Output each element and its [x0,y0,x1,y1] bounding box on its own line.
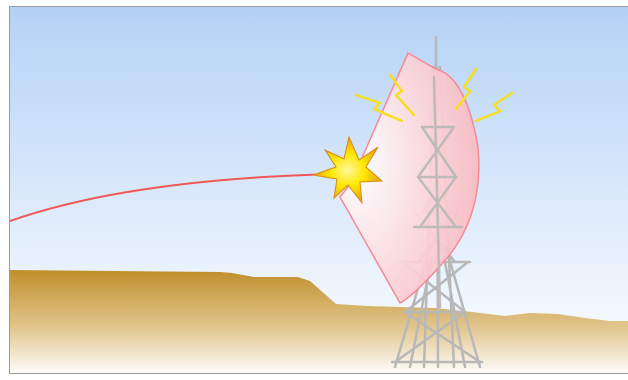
lightning-bolt-icon [474,91,514,123]
radar-dish [339,51,480,305]
lightning-bolt-icon [388,73,416,117]
incoming-beam [10,173,337,222]
lightning-bolt-icon [354,93,404,123]
explosion-burst-icon [312,135,384,205]
lightning-bolt-icon [454,67,478,111]
tower-front [412,75,464,309]
illustration-frame [9,6,628,374]
lightning-bolts [354,67,514,123]
jamming-scene [10,7,628,373]
